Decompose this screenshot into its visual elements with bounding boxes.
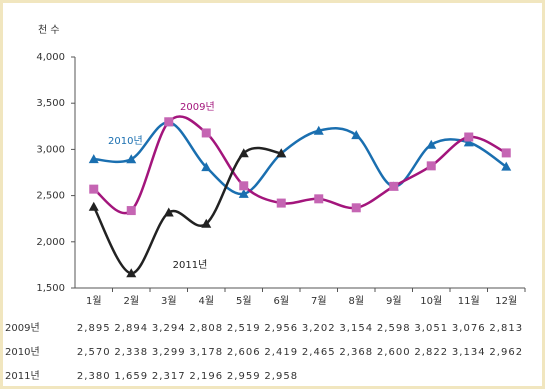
table-row-label: 2009년 xyxy=(5,322,40,334)
marker xyxy=(276,198,286,208)
y-axis-label: 천 수 xyxy=(38,24,60,36)
table-cell: 3,202 xyxy=(302,323,336,334)
series-label: 2011년 xyxy=(173,259,208,271)
table-cell: 2,894 xyxy=(114,323,148,334)
table-cell: 2,338 xyxy=(114,347,148,358)
x-tick-label: 6월 xyxy=(273,295,289,307)
table-cell: 2,958 xyxy=(264,371,298,382)
x-tick-label: 7월 xyxy=(311,295,327,307)
table-cell: 2,368 xyxy=(339,347,373,358)
series-label: 2010년 xyxy=(108,135,143,147)
marker xyxy=(126,268,137,278)
table-cell: 2,598 xyxy=(377,323,411,334)
table-cell: 2,822 xyxy=(414,347,448,358)
marker xyxy=(501,148,511,158)
y-tick-label: 2,000 xyxy=(36,237,65,248)
y-tick-label: 2,500 xyxy=(36,191,65,202)
table-cell: 2,606 xyxy=(227,347,261,358)
table-cell: 2,465 xyxy=(302,347,336,358)
table-cell: 3,178 xyxy=(189,347,223,358)
table-cell: 1,659 xyxy=(114,371,148,382)
marker xyxy=(89,184,99,194)
marker xyxy=(239,181,249,191)
x-tick-label: 2월 xyxy=(123,295,139,307)
table-row-label: 2010년 xyxy=(5,346,40,358)
marker xyxy=(88,201,99,211)
table-cell: 3,076 xyxy=(452,323,486,334)
marker xyxy=(126,154,137,164)
marker xyxy=(201,218,212,228)
table-cell: 2,519 xyxy=(227,323,261,334)
marker xyxy=(501,161,512,171)
x-tick-label: 12월 xyxy=(495,295,517,307)
x-tick-label: 1월 xyxy=(86,295,102,307)
table-row-label: 2011년 xyxy=(5,370,40,382)
marker xyxy=(201,128,211,138)
marker xyxy=(351,130,362,140)
table-cell: 2,419 xyxy=(264,347,298,358)
y-tick-label: 1,500 xyxy=(36,283,65,294)
table-cell: 3,299 xyxy=(152,347,186,358)
table-cell: 2,962 xyxy=(489,347,523,358)
y-tick-label: 3,000 xyxy=(36,144,65,155)
table-cell: 2,808 xyxy=(189,323,223,334)
table-cell: 2,570 xyxy=(77,347,111,358)
marker xyxy=(88,154,99,164)
x-tick-label: 9월 xyxy=(386,295,402,307)
marker xyxy=(426,161,436,171)
marker xyxy=(276,148,287,158)
table-cell: 3,134 xyxy=(452,347,486,358)
table-cell: 3,294 xyxy=(152,323,186,334)
x-tick-label: 4월 xyxy=(198,295,214,307)
table-cell: 2,959 xyxy=(227,371,261,382)
x-tick-label: 5월 xyxy=(236,295,252,307)
table-cell: 2,956 xyxy=(264,323,298,334)
y-tick-label: 4,000 xyxy=(36,52,65,63)
x-tick-label: 8월 xyxy=(348,295,364,307)
x-tick-label: 3월 xyxy=(161,295,177,307)
marker xyxy=(313,125,324,135)
marker xyxy=(389,181,399,191)
marker xyxy=(314,194,324,204)
table-cell: 2,380 xyxy=(77,371,111,382)
marker xyxy=(201,162,212,172)
marker xyxy=(464,132,474,142)
table-cell: 2,196 xyxy=(189,371,223,382)
marker xyxy=(164,117,174,127)
table-cell: 2,600 xyxy=(377,347,411,358)
x-tick-label: 11월 xyxy=(458,295,480,307)
x-tick-label: 10월 xyxy=(420,295,442,307)
marker xyxy=(351,203,361,213)
table-cell: 3,154 xyxy=(339,323,373,334)
marker xyxy=(126,206,136,216)
table-cell: 2,813 xyxy=(489,323,523,334)
marker xyxy=(463,137,474,147)
table-cell: 3,051 xyxy=(414,323,448,334)
series-label: 2009년 xyxy=(180,101,215,113)
table-cell: 2,317 xyxy=(152,371,186,382)
y-tick-label: 3,500 xyxy=(36,98,65,109)
table-cell: 2,895 xyxy=(77,323,111,334)
marker xyxy=(426,139,437,149)
marker xyxy=(163,207,174,217)
marker xyxy=(238,188,249,198)
marker xyxy=(238,148,249,158)
